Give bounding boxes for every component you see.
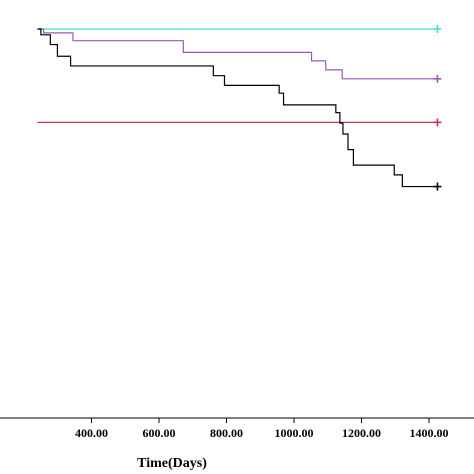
x-axis-title: Time(Days) [137, 456, 207, 471]
x-axis-ticks: 400.00 600.00 800.00 1000.00 1200.00 1400.00 [75, 418, 449, 440]
x-tick-label: 1400.00 [410, 426, 449, 440]
censor-marker-2 [433, 74, 442, 83]
censor-marker-3 [433, 118, 442, 127]
survival-curve-4 [37, 28, 438, 188]
x-tick-label: 800.00 [210, 426, 243, 440]
x-tick-label: 400.00 [75, 426, 108, 440]
survival-curve-2 [37, 28, 438, 80]
censor-marker-1 [433, 25, 442, 33]
x-tick-label: 600.00 [143, 426, 176, 440]
censor-marker-4 [433, 182, 442, 191]
x-tick-label: 1000.00 [275, 426, 314, 440]
x-tick-label: 1200.00 [342, 426, 381, 440]
series-layer [37, 25, 442, 191]
